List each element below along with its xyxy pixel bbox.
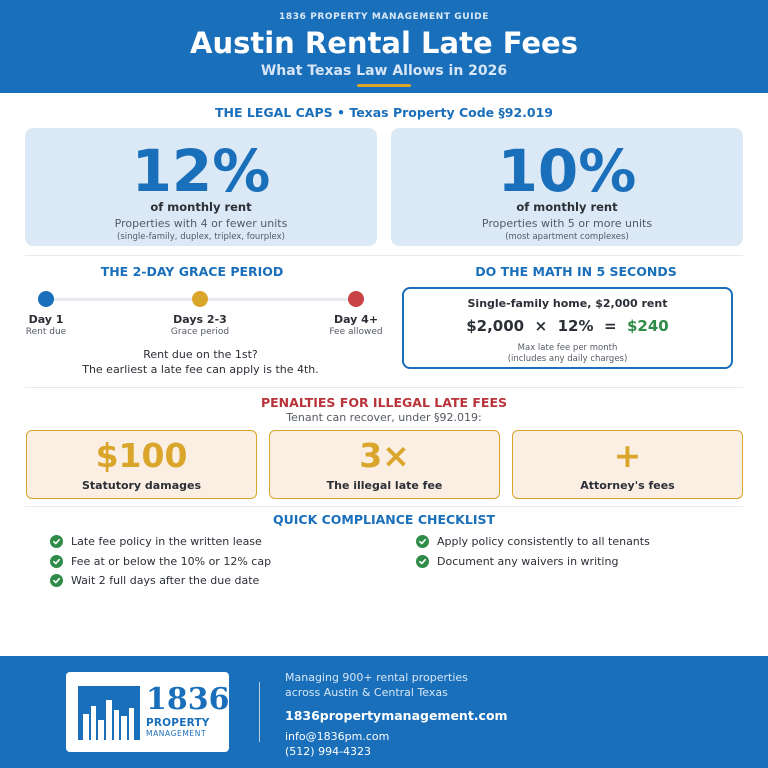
penalty-label: Attorney's fees xyxy=(580,479,675,492)
timeline-step-label: Day 4+ xyxy=(333,313,379,326)
checklist-heading: QUICK COMPLIANCE CHECKLIST xyxy=(272,512,496,527)
footer-divider xyxy=(259,682,260,742)
math-times-sign: × xyxy=(534,317,548,335)
checklist-item: Document any waivers in writing xyxy=(416,553,618,569)
header-eyebrow: 1836 PROPERTY MANAGEMENT GUIDE xyxy=(279,12,489,22)
cap-percent: 10% xyxy=(497,137,637,205)
page-title: Austin Rental Late Fees xyxy=(190,26,578,60)
math-rent: $2,000 xyxy=(466,317,525,335)
penalty-label: The illegal late fee xyxy=(326,479,443,492)
logo-number: 1836 xyxy=(146,682,230,717)
cap-description: Properties with 4 or fewer units xyxy=(114,217,288,230)
penalties-subheading: Tenant can recover, under §92.019: xyxy=(286,411,482,424)
timeline-step-sub: Rent due xyxy=(25,327,67,337)
grace-period-heading: THE 2-DAY GRACE PERIOD xyxy=(100,264,284,279)
timeline-step-sub: Grace period xyxy=(170,327,230,337)
penalty-card-multiplier: 3× The illegal late fee xyxy=(269,430,500,499)
math-heading: DO THE MATH IN 5 SECONDS xyxy=(475,264,677,279)
footer-email-link[interactable]: info@1836pm.com xyxy=(285,730,390,743)
footer-tagline-line1: Managing 900+ rental properties xyxy=(285,671,468,684)
penalty-value: + xyxy=(613,436,642,475)
header-banner: 1836 PROPERTY MANAGEMENT GUIDE Austin Re… xyxy=(0,0,768,93)
divider xyxy=(25,506,743,507)
math-equation: $2,000 × 12% = $240 xyxy=(404,317,731,335)
grace-note-line2: The earliest a late fee can apply is the… xyxy=(82,363,319,376)
checklist-item-text: Fee at or below the 10% or 12% cap xyxy=(71,554,272,568)
timeline-dot-day1 xyxy=(38,291,54,307)
cap-card-small-properties: 12% of monthly rent Properties with 4 or… xyxy=(25,128,377,246)
check-icon xyxy=(416,534,429,548)
checklist-item: Apply policy consistently to all tenants xyxy=(416,533,650,549)
cap-percent: 12% xyxy=(131,137,271,205)
math-result: $240 xyxy=(627,317,669,335)
math-title: Single-family home, $2,000 rent xyxy=(467,297,668,310)
logo-word-property: PROPERTY xyxy=(146,717,210,729)
check-icon xyxy=(50,534,63,548)
checklist-item-text: Wait 2 full days after the due date xyxy=(71,573,260,587)
page-subtitle: What Texas Law Allows in 2026 xyxy=(260,63,508,79)
logo-word-management: MANAGEMENT xyxy=(146,729,207,738)
footer: 1836 PROPERTY MANAGEMENT Managing 900+ r… xyxy=(0,656,768,768)
cap-description: Properties with 5 or more units xyxy=(481,217,653,230)
check-icon xyxy=(50,554,63,568)
timeline-step-label: Day 1 xyxy=(28,313,64,326)
footer-tagline-line2: across Austin & Central Texas xyxy=(285,686,448,699)
check-icon xyxy=(50,573,63,587)
cap-of-label: of monthly rent xyxy=(516,200,618,214)
math-note: (includes any daily charges) xyxy=(507,354,628,364)
title-underline xyxy=(357,84,411,87)
grace-note-line1: Rent due on the 1st? xyxy=(143,348,258,361)
company-logo: 1836 PROPERTY MANAGEMENT xyxy=(66,672,230,752)
cap-note: (single-family, duplex, triplex, fourple… xyxy=(117,232,285,242)
penalties-heading: PENALTIES FOR ILLEGAL LATE FEES xyxy=(260,395,508,410)
cap-of-label: of monthly rent xyxy=(150,200,252,214)
penalty-value: $100 xyxy=(95,436,188,475)
checklist-item: Fee at or below the 10% or 12% cap xyxy=(50,553,271,569)
cap-card-large-properties: 10% of monthly rent Properties with 5 or… xyxy=(391,128,743,246)
math-note: Max late fee per month xyxy=(517,343,618,353)
checklist-item-text: Apply policy consistently to all tenants xyxy=(437,534,650,548)
divider xyxy=(25,255,743,256)
check-icon xyxy=(416,554,429,568)
skyline-icon xyxy=(78,686,140,740)
penalty-card-attorney: + Attorney's fees xyxy=(512,430,743,499)
legal-caps-heading: THE LEGAL CAPS • Texas Property Code §92… xyxy=(215,105,553,120)
cap-note: (most apartment complexes) xyxy=(505,232,629,242)
checklist-item-text: Late fee policy in the written lease xyxy=(71,534,262,548)
checklist-item: Late fee policy in the written lease xyxy=(50,533,262,549)
math-rate: 12% xyxy=(557,317,594,335)
footer-website-link[interactable]: 1836propertymanagement.com xyxy=(285,708,508,723)
divider xyxy=(25,387,743,388)
penalty-card-statutory: $100 Statutory damages xyxy=(26,430,257,499)
math-example-box: Single-family home, $2,000 rent $2,000 ×… xyxy=(402,287,733,369)
timeline-step-sub: Fee allowed xyxy=(329,327,383,337)
checklist-item: Wait 2 full days after the due date xyxy=(50,572,259,588)
timeline-dot-day4 xyxy=(348,291,364,307)
timeline-dot-days2-3 xyxy=(192,291,208,307)
timeline-step-label: Days 2-3 xyxy=(173,313,227,326)
math-equals-sign: = xyxy=(603,317,617,335)
penalty-value: 3× xyxy=(359,436,410,475)
penalty-label: Statutory damages xyxy=(82,479,201,492)
checklist-item-text: Document any waivers in writing xyxy=(437,554,619,568)
footer-phone[interactable]: (512) 994-4323 xyxy=(285,745,372,758)
